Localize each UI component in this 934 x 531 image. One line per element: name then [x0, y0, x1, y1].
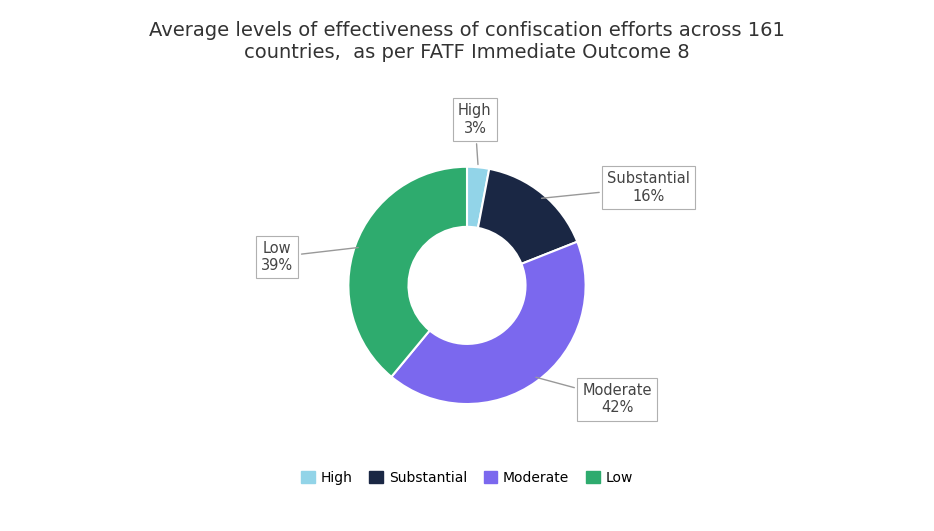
Text: Average levels of effectiveness of confiscation efforts across 161
countries,  a: Average levels of effectiveness of confi…	[149, 21, 785, 62]
Text: Low
39%: Low 39%	[262, 241, 359, 273]
Text: High
3%: High 3%	[458, 103, 491, 165]
Wedge shape	[348, 167, 467, 377]
Text: Substantial
16%: Substantial 16%	[542, 171, 690, 203]
Legend: High, Substantial, Moderate, Low: High, Substantial, Moderate, Low	[296, 465, 638, 490]
Wedge shape	[478, 169, 577, 264]
Text: Moderate
42%: Moderate 42%	[536, 378, 652, 415]
Wedge shape	[467, 167, 489, 228]
Wedge shape	[391, 242, 586, 404]
